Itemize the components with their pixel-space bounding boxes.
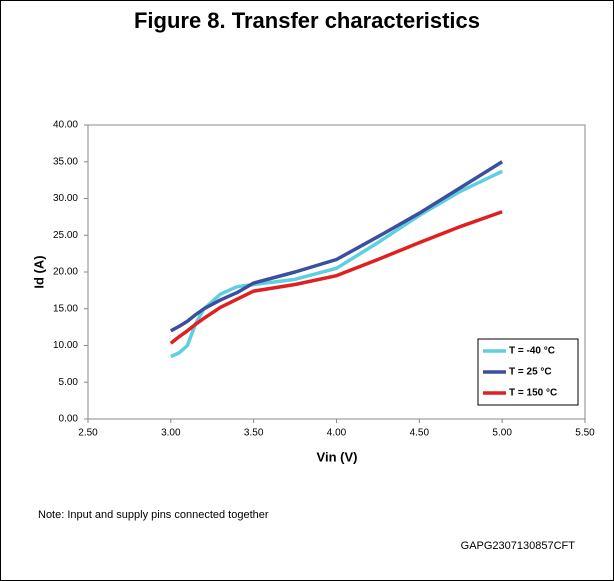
note: Note: Input and supply pins connected to… (38, 509, 269, 521)
y-tick-label: 15.00 (53, 303, 78, 314)
x-axis-label: Vin (V) (317, 449, 358, 464)
y-tick-label: 40.00 (53, 120, 78, 131)
series-line (170, 160, 504, 333)
y-tick-label: 5.00 (59, 377, 79, 388)
series-line (170, 169, 503, 359)
legend-label: T = -40 °C (509, 346, 555, 357)
y-tick-label: 20.00 (53, 267, 78, 278)
x-tick-label: 2.50 (78, 428, 98, 439)
y-tick-label: 10.00 (53, 340, 78, 351)
figure-code: GAPG2307130857CFT (461, 540, 576, 552)
series-line (169, 210, 503, 345)
x-tick-label: 4.50 (410, 428, 430, 439)
x-tick-label: 5.50 (575, 428, 595, 439)
x-tick-label: 3.00 (161, 428, 181, 439)
x-tick-label: 5.00 (492, 428, 512, 439)
y-tick-label: 0.00 (59, 414, 79, 425)
y-tick-label: 25.00 (53, 230, 78, 241)
x-tick-label: 3.50 (244, 428, 264, 439)
y-tick-label: 35.00 (53, 156, 78, 167)
x-tick-label: 4.00 (327, 428, 347, 439)
chart-title: Figure 8. Transfer characteristics (134, 8, 480, 33)
legend-label: T = 150 °C (509, 388, 557, 399)
y-tick-label: 30.00 (53, 193, 78, 204)
legend-label: T = 25 °C (509, 367, 552, 378)
y-axis-label: Id (A) (31, 255, 46, 288)
